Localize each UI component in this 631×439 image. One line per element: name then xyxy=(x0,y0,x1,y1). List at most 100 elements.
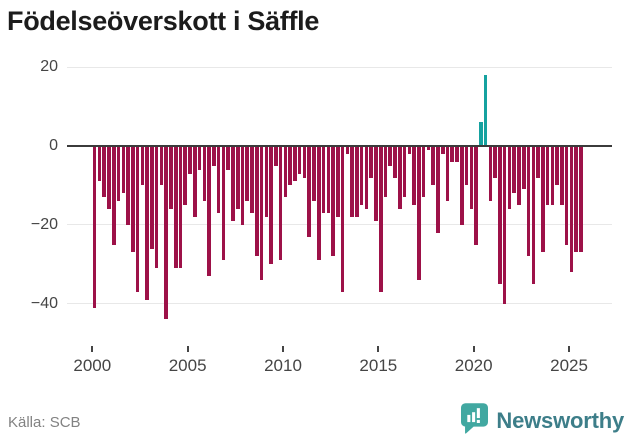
newsworthy-wordmark: Newsworthy xyxy=(496,408,624,433)
bar-2008-q2 xyxy=(250,146,254,214)
bar-2001-q2 xyxy=(116,146,121,202)
x-axis-tick-mark xyxy=(472,346,475,352)
bar-2019-q2 xyxy=(459,146,464,225)
bar-2023-q4 xyxy=(545,146,550,206)
bar-2018-q3 xyxy=(445,146,450,202)
bar-2011-q3 xyxy=(312,146,316,202)
bar-2006-q2 xyxy=(212,146,216,166)
bar-2016-q4 xyxy=(412,146,416,206)
bar-2000-q3 xyxy=(102,146,107,198)
bar-2022-q4 xyxy=(526,146,531,257)
x-axis-tick-mark xyxy=(377,346,380,352)
bar-2015-q1 xyxy=(378,146,383,292)
bar-2006-q1 xyxy=(207,146,211,277)
bar-2024-q2 xyxy=(555,146,559,186)
gridline-y--20 xyxy=(67,224,612,226)
bar-2004-q1 xyxy=(169,146,173,210)
bar-2012-q2 xyxy=(326,146,331,214)
bar-2000-q2 xyxy=(97,146,102,182)
bar-2018-q1 xyxy=(436,146,440,233)
bar-2019-q4 xyxy=(469,146,474,210)
x-axis-tick-label: 2025 xyxy=(550,356,588,375)
bar-2001-q1 xyxy=(111,146,116,245)
bar-2021-q2 xyxy=(498,146,502,284)
x-axis-tick-mark xyxy=(91,346,94,352)
bar-2015-q2 xyxy=(383,146,388,198)
bar-2003-q1 xyxy=(150,146,154,249)
y-axis-tick-label: 20 xyxy=(40,58,58,76)
bar-2005-q2 xyxy=(193,146,197,217)
bar-2008-q1 xyxy=(245,146,250,202)
bar-2011-q2 xyxy=(307,146,312,237)
bar-2018-q4 xyxy=(450,146,455,162)
source-note: Källa: SCB xyxy=(8,414,81,431)
bar-2020-q4 xyxy=(488,146,493,202)
bar-2021-q3 xyxy=(502,146,507,304)
x-axis-tick-label: 2000 xyxy=(73,356,112,375)
bar-2025-q2 xyxy=(574,146,578,253)
gridline-y-20 xyxy=(67,66,612,68)
bar-2022-q1 xyxy=(512,146,517,194)
x-axis-tick-label: 2010 xyxy=(264,356,302,375)
bar-2017-q3 xyxy=(426,146,431,150)
bar-2002-q4 xyxy=(145,146,149,300)
chart-title: Födelseöverskott i Säffle xyxy=(7,6,320,36)
bar-2017-q1 xyxy=(417,146,421,281)
bar-2005-q3 xyxy=(197,146,202,170)
bar-2009-q3 xyxy=(274,146,278,166)
zero-axis-line xyxy=(67,144,612,148)
bar-2022-q3 xyxy=(521,146,526,190)
newsworthy-logo: Newsworthy xyxy=(461,403,624,439)
bar-2009-q1 xyxy=(264,146,269,217)
bar-2020-q2 xyxy=(479,122,483,147)
bar-2007-q4 xyxy=(240,146,245,225)
x-axis-tick-label: 2015 xyxy=(359,356,398,375)
plot-area: 20 0 −20 −40 2000 2005 2010 2015 2020 2025 xyxy=(30,58,612,375)
bar-2007-q1 xyxy=(226,146,230,170)
bar-2020-q3 xyxy=(483,75,488,147)
bar-2023-q1 xyxy=(531,146,536,284)
bar-2001-q4 xyxy=(126,146,130,225)
bar-2001-q3 xyxy=(121,146,126,194)
gridline-y--40 xyxy=(67,303,612,305)
bar-2004-q2 xyxy=(173,146,178,269)
bar-2025-q1 xyxy=(569,146,574,273)
bar-2013-q4 xyxy=(355,146,359,217)
bar-2014-q1 xyxy=(359,146,364,206)
bar-2009-q2 xyxy=(269,146,273,265)
bar-2006-q3 xyxy=(216,146,221,214)
y-axis-tick-label: −20 xyxy=(30,215,58,233)
bar-2011-q4 xyxy=(316,146,321,261)
bar-2012-q1 xyxy=(321,146,326,214)
bar-2002-q3 xyxy=(140,146,145,186)
bar-2010-q4 xyxy=(297,146,302,174)
bar-2010-q3 xyxy=(293,146,297,182)
bar-2004-q4 xyxy=(183,146,188,206)
bar-2023-q2 xyxy=(536,146,540,178)
bar-2008-q3 xyxy=(254,146,259,257)
bar-2005-q1 xyxy=(188,146,192,174)
bar-2019-q1 xyxy=(455,146,459,162)
bar-2025-q3 xyxy=(579,146,583,253)
bar-2020-q1 xyxy=(474,146,478,245)
bar-2008-q4 xyxy=(259,146,264,281)
bar-2017-q4 xyxy=(431,146,435,186)
bar-2013-q1 xyxy=(340,146,345,292)
bar-2002-q2 xyxy=(135,146,140,292)
bar-2024-q1 xyxy=(550,146,555,206)
bar-2013-q2 xyxy=(345,146,350,154)
bar-2016-q2 xyxy=(402,146,407,198)
bar-2007-q2 xyxy=(231,146,235,221)
bar-2023-q3 xyxy=(541,146,545,253)
bar-2016-q3 xyxy=(407,146,412,154)
x-axis-tick-label: 2020 xyxy=(454,356,493,375)
y-axis-tick-label: 0 xyxy=(49,137,58,154)
bar-2003-q2 xyxy=(154,146,159,269)
bar-2003-q3 xyxy=(159,146,164,186)
bar-2021-q4 xyxy=(507,146,512,210)
bar-2022-q2 xyxy=(517,146,521,206)
bar-2010-q1 xyxy=(283,146,288,198)
x-axis-tick-mark xyxy=(568,346,571,352)
bar-2009-q4 xyxy=(278,146,283,261)
